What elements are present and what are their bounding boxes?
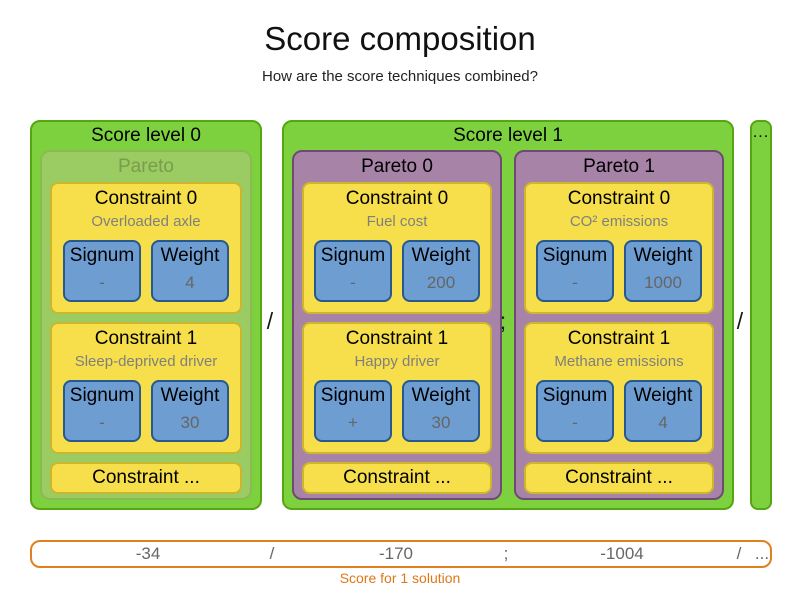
constraint-label: Constraint 0 [94, 188, 198, 209]
score-level-0-box: Score level 0 Pareto Constraint 0 Overloade… [30, 120, 262, 510]
page-subtitle: How are the score techniques combined? [262, 68, 538, 85]
signum-value: + [348, 413, 358, 432]
constraint-label: Constraint 0 [345, 188, 449, 209]
level-separator-slash: / [266, 308, 274, 334]
weight-value: 4 [185, 273, 195, 292]
signum-weight-row: Signum - Weight 1000 [526, 240, 712, 302]
signum-label: Signum [69, 245, 135, 266]
signum-label: Signum [542, 245, 608, 266]
score-bar-separator-3: / [736, 544, 742, 563]
score-bar: -34 / -170 ; -1004 / ... [30, 540, 772, 568]
weight-label: Weight [411, 245, 471, 266]
weight-value: 200 [426, 273, 456, 292]
signum-weight-row: Signum - Weight 30 [52, 380, 240, 442]
score-bar-caption: Score for 1 solution [339, 570, 461, 586]
score-level-label: Score level 1 [453, 125, 563, 146]
signum-weight-row: Signum - Weight 200 [304, 240, 490, 302]
constraint-box: Constraint 1 Sleep-deprived driver Signum -… [50, 322, 242, 454]
pareto-row: Pareto 0 Constraint 0 Fuel cost Signum - Weig… [284, 150, 732, 512]
level-separator-slash-2: / [736, 308, 744, 334]
signum-weight-row: Signum - Weight 4 [526, 380, 712, 442]
constraint-description: Overloaded axle [91, 213, 201, 230]
signum-box: Signum - [63, 240, 141, 302]
pareto-box: Pareto 0 Constraint 0 Fuel cost Signum - Weig… [292, 150, 502, 500]
constraint-description: Methane emissions [554, 353, 684, 370]
pareto-box: Pareto 1 Constraint 0 CO² emissions Signum -… [514, 150, 724, 500]
pareto-label: Pareto 0 [361, 156, 433, 177]
score-bar-separator: / [269, 544, 275, 563]
constraint-description: CO² emissions [569, 213, 669, 230]
constraint-ellipsis-box: Constraint ... [50, 462, 242, 494]
weight-value: 4 [658, 413, 668, 432]
weight-box: Weight 30 [402, 380, 480, 442]
constraint-ellipsis-box: Constraint ... [302, 462, 492, 494]
signum-box: Signum - [63, 380, 141, 442]
diagram-canvas: Score level 0 Pareto Constraint 0 Overloade… [0, 120, 800, 510]
score-level-label: Score level 0 [91, 125, 201, 146]
signum-value: - [99, 273, 105, 292]
weight-label: Weight [633, 245, 693, 266]
signum-value: - [99, 413, 105, 432]
signum-weight-row: Signum - Weight 4 [52, 240, 240, 302]
pareto-box: Pareto Constraint 0 Overloaded axle Signum -… [40, 150, 252, 500]
constraint-description: Happy driver [354, 353, 440, 370]
weight-value: 30 [180, 413, 200, 432]
weight-label: Weight [160, 385, 220, 406]
signum-box: Signum - [536, 240, 614, 302]
constraint-ellipsis-box: Constraint ... [524, 462, 714, 494]
signum-label: Signum [542, 385, 608, 406]
constraint-box: Constraint 0 Overloaded axle Signum - Weight… [50, 182, 242, 314]
constraint-box: Constraint 1 Happy driver Signum + Weight 30 [302, 322, 492, 454]
ellipsis-label: ... [752, 124, 770, 141]
score-value-pareto0: -170 [378, 544, 414, 563]
score-bar-ellipsis: ... [754, 544, 770, 563]
weight-label: Weight [411, 385, 471, 406]
constraint-label: Constraint 0 [567, 188, 671, 209]
signum-box: Signum + [314, 380, 392, 442]
constraint-description: Sleep-deprived driver [74, 353, 218, 370]
pareto-label: Pareto [118, 156, 174, 177]
constraint-box: Constraint 0 CO² emissions Signum - Weight 10… [524, 182, 714, 314]
constraint-label: Constraint 1 [94, 328, 198, 349]
constraint-box: Constraint 1 Methane emissions Signum - Weig… [524, 322, 714, 454]
signum-value: - [572, 273, 578, 292]
page-title: Score composition [264, 20, 536, 57]
signum-value: - [350, 273, 356, 292]
signum-label: Signum [69, 385, 135, 406]
pareto-separator-semicolon: ; [499, 308, 507, 334]
weight-box: Weight 30 [151, 380, 229, 442]
pareto-row: Pareto Constraint 0 Overloaded axle Signum -… [32, 150, 260, 512]
weight-label: Weight [633, 385, 693, 406]
constraint-box: Constraint 0 Fuel cost Signum - Weight 200 [302, 182, 492, 314]
weight-box: Weight 200 [402, 240, 480, 302]
signum-label: Signum [320, 385, 386, 406]
weight-value: 30 [431, 413, 451, 432]
signum-box: Signum - [314, 240, 392, 302]
more-score-levels-column: ... [750, 120, 772, 510]
score-value-level0: -34 [135, 544, 161, 563]
signum-weight-row: Signum + Weight 30 [304, 380, 490, 442]
signum-box: Signum - [536, 380, 614, 442]
signum-value: - [572, 413, 578, 432]
score-value-pareto1: -1004 [600, 544, 644, 563]
weight-box: Weight 4 [151, 240, 229, 302]
weight-box: Weight 1000 [624, 240, 702, 302]
pareto-label: Pareto 1 [583, 156, 655, 177]
constraint-description: Fuel cost [366, 213, 428, 230]
score-level-1-box: Score level 1 Pareto 0 Constraint 0 Fuel co… [282, 120, 734, 510]
constraint-label: Constraint 1 [567, 328, 671, 349]
constraint-label: Constraint 1 [345, 328, 449, 349]
signum-label: Signum [320, 245, 386, 266]
weight-box: Weight 4 [624, 380, 702, 442]
weight-label: Weight [160, 245, 220, 266]
score-bar-separator-2: ; [503, 544, 509, 563]
weight-value: 1000 [644, 273, 682, 292]
